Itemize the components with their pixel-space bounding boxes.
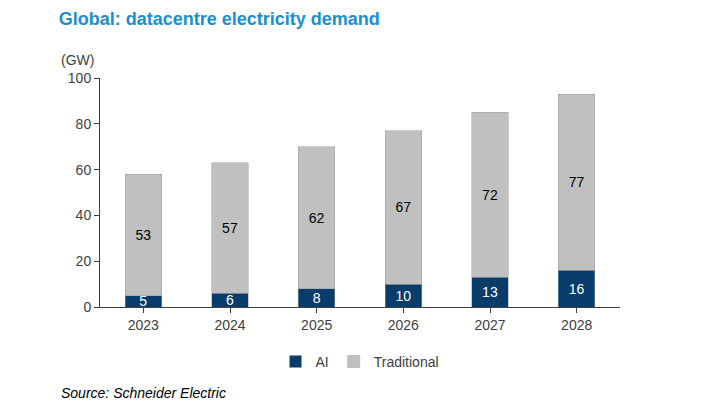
svg-text:77: 77 [569, 174, 585, 190]
svg-text:2023: 2023 [128, 317, 159, 333]
svg-text:2024: 2024 [214, 317, 245, 333]
svg-text:80: 80 [76, 116, 92, 132]
svg-text:16: 16 [569, 281, 585, 297]
svg-text:60: 60 [76, 162, 92, 178]
svg-text:2028: 2028 [561, 317, 592, 333]
svg-text:20: 20 [76, 253, 92, 269]
svg-text:2027: 2027 [474, 317, 505, 333]
svg-text:(GW): (GW) [61, 52, 94, 68]
svg-text:40: 40 [76, 207, 92, 223]
svg-text:6: 6 [226, 292, 234, 308]
svg-text:57: 57 [222, 220, 238, 236]
svg-text:72: 72 [482, 187, 498, 203]
svg-text:AI: AI [316, 354, 329, 370]
svg-text:13: 13 [482, 284, 498, 300]
svg-text:Traditional: Traditional [374, 354, 439, 370]
svg-text:2026: 2026 [388, 317, 419, 333]
svg-text:100: 100 [68, 70, 92, 86]
svg-text:67: 67 [395, 199, 411, 215]
svg-text:Global: datacentre electricity: Global: datacentre electricity demand [59, 9, 380, 29]
svg-text:5: 5 [139, 293, 147, 309]
svg-text:0: 0 [83, 299, 91, 315]
svg-text:53: 53 [135, 227, 151, 243]
svg-text:62: 62 [309, 210, 325, 226]
svg-text:8: 8 [313, 290, 321, 306]
svg-text:Source: Schneider Electric: Source: Schneider Electric [61, 385, 226, 401]
svg-text:10: 10 [395, 288, 411, 304]
svg-text:2025: 2025 [301, 317, 332, 333]
